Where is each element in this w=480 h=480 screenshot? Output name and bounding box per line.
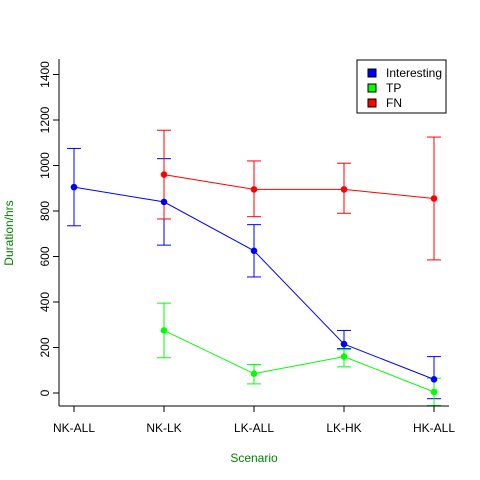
x-tick-label: NK-ALL — [53, 421, 95, 435]
data-point-fn — [340, 186, 348, 193]
legend-label-tp: TP — [386, 81, 401, 95]
y-tick-label: 0 — [38, 389, 52, 396]
x-axis-title: Scenario — [230, 451, 278, 465]
series-line-fn — [163, 174, 435, 199]
y-axis-title: Duration/hrs — [2, 200, 16, 265]
legend-swatch-tp — [367, 83, 377, 93]
y-tick-label: 1200 — [38, 106, 52, 133]
data-point-interesting — [70, 183, 78, 191]
x-tick-label: HK-ALL — [413, 421, 455, 435]
legend-swatch-fn — [367, 98, 377, 108]
x-tick-label: LK-ALL — [234, 421, 274, 435]
series-line-tp — [163, 329, 435, 393]
y-tick-label: 1400 — [38, 61, 52, 88]
legend-label-fn: FN — [386, 96, 402, 110]
data-point-tp — [250, 370, 258, 377]
axes: 0 200 400 600 800 1000 1200 1400 NK-ALL NK-LK LK-A… — [38, 59, 455, 435]
data-point-interesting — [160, 198, 168, 206]
y-tick-label: 600 — [38, 246, 52, 266]
data-point-interesting — [340, 340, 348, 348]
data-point-interesting — [430, 376, 438, 383]
data-point-fn — [160, 171, 168, 178]
data-point-tp — [160, 327, 168, 334]
legend-swatch-interesting — [367, 68, 377, 78]
data-point-tp — [430, 388, 438, 396]
y-tick-label: 400 — [38, 292, 52, 312]
data-point-fn — [430, 195, 438, 202]
data-point-tp — [340, 353, 348, 360]
data-point-fn — [250, 186, 258, 193]
legend-label-interesting: Interesting — [386, 66, 442, 80]
y-tick-label: 800 — [38, 201, 52, 221]
data-points — [70, 171, 438, 396]
data-point-interesting — [250, 247, 258, 255]
x-tick-label: NK-LK — [146, 421, 181, 435]
y-tick-label: 200 — [38, 337, 52, 357]
y-tick-label: 1000 — [38, 152, 52, 179]
x-tick-label: LK-HK — [326, 421, 361, 435]
